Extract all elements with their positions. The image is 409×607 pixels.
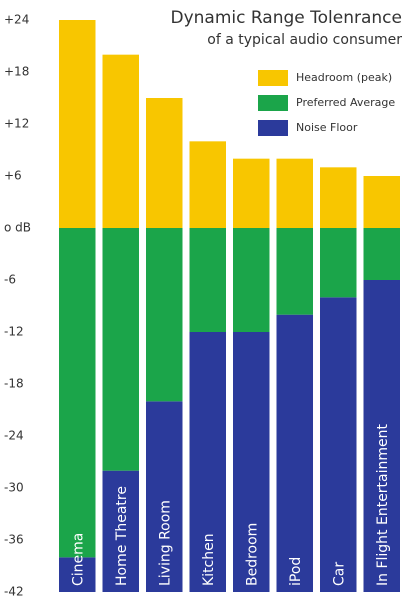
y-tick-label: -42 [4,585,24,599]
chart-title: Dynamic Range Tolenrance [170,8,402,28]
x-tick-label: Bedroom [244,523,260,586]
headroom-bar [363,176,400,228]
preferred-average-bar [363,228,400,280]
x-tick-label: Kitchen [201,533,217,586]
y-tick-label: -24 [4,429,24,443]
headroom-bar [146,98,183,228]
x-tick-label: Car [331,562,347,586]
x-tick-label: Cinema [70,533,86,586]
chart-subtitle: of a typical audio consumer [207,32,402,48]
headroom-bar [276,158,313,228]
headroom-bar [189,141,226,228]
preferred-average-bar [189,228,226,332]
y-tick-label: -30 [4,481,24,495]
y-tick-label: o dB [4,221,31,235]
y-tick-label: +6 [4,169,22,183]
noise-floor-bar [276,314,313,592]
y-tick-label: +18 [4,65,29,79]
legend-swatch [258,120,288,136]
preferred-average-bar [276,228,313,315]
preferred-average-bar [146,228,183,402]
noise-floor-bar [102,470,139,592]
x-tick-label: Living Room [157,500,173,586]
y-tick-label: -12 [4,325,24,339]
headroom-bar [233,158,270,228]
y-tick-label: -36 [4,533,24,547]
x-tick-label: In Flight Entertainment [375,423,391,586]
noise-floor-bar [363,280,400,592]
preferred-average-bar [320,228,357,298]
preferred-average-bar [59,228,96,558]
x-tick-label: Home Theatre [114,486,130,586]
y-tick-label: -6 [4,273,16,287]
y-tick-label: +12 [4,117,29,131]
x-tick-label: iPod [288,557,304,586]
noise-floor-bar [189,332,226,592]
legend-label: Noise Floor [296,121,358,134]
y-tick-label: +24 [4,13,29,27]
y-tick-label: -18 [4,377,24,391]
headroom-bar [102,54,139,228]
headroom-bar [320,167,357,228]
noise-floor-bar [233,332,270,592]
noise-floor-bar [146,401,183,592]
legend-label: Headroom (peak) [296,71,392,84]
legend-swatch [258,70,288,86]
preferred-average-bar [102,228,139,471]
headroom-bar [59,20,96,228]
noise-floor-bar [320,297,357,592]
legend-swatch [258,95,288,111]
preferred-average-bar [233,228,270,332]
noise-floor-bar [59,557,96,592]
legend-label: Preferred Average [296,96,395,109]
